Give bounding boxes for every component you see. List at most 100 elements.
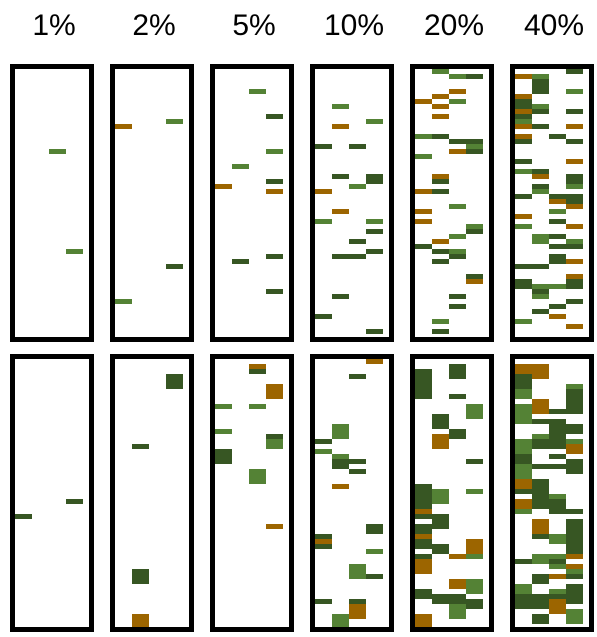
vegetation-patch — [449, 89, 466, 94]
panel-scattered-1pct — [10, 64, 94, 342]
vegetation-patch — [366, 219, 383, 224]
vegetation-patch — [332, 209, 349, 214]
vegetation-patch — [532, 419, 549, 424]
vegetation-patch — [549, 134, 566, 139]
vegetation-patch — [366, 119, 383, 124]
vegetation-patch — [566, 549, 583, 554]
vegetation-patch — [332, 459, 349, 469]
vegetation-patch — [366, 229, 383, 234]
vegetation-patch — [532, 184, 549, 189]
column-label-40pct: 40% — [523, 9, 585, 42]
panel-frame — [10, 354, 94, 632]
vegetation-patch — [266, 189, 283, 194]
vegetation-patch — [132, 444, 149, 449]
vegetation-patch — [515, 509, 532, 514]
vegetation-patch — [549, 234, 566, 239]
vegetation-patch — [566, 299, 583, 304]
vegetation-patch — [532, 169, 549, 174]
vegetation-patch — [466, 229, 483, 234]
vegetation-patch — [532, 479, 549, 494]
vegetation-patch — [515, 99, 532, 104]
vegetation-patch — [566, 509, 583, 514]
vegetation-patch — [432, 239, 449, 244]
vegetation-patch — [466, 144, 483, 149]
vegetation-patch — [566, 224, 583, 229]
panel-clustered-20pct — [410, 354, 494, 632]
vegetation-patch — [432, 104, 449, 109]
vegetation-patch — [515, 264, 532, 269]
vegetation-patch — [415, 494, 432, 499]
vegetation-patch — [549, 199, 566, 204]
vegetation-patch — [532, 399, 549, 414]
vegetation-patch — [166, 374, 183, 389]
vegetation-patch — [532, 294, 549, 299]
vegetation-patch — [566, 384, 583, 389]
vegetation-patch — [515, 319, 532, 324]
vegetation-patch — [415, 209, 432, 214]
vegetation-patch — [466, 139, 483, 144]
vegetation-patch — [532, 289, 549, 294]
column-label-1pct: 1% — [32, 9, 76, 42]
vegetation-patch — [15, 514, 32, 519]
vegetation-patch — [549, 314, 566, 319]
vegetation-patch — [449, 139, 466, 144]
vegetation-patch — [515, 499, 532, 504]
vegetation-patch — [549, 409, 566, 414]
panel-frame — [310, 64, 394, 342]
vegetation-patch — [249, 89, 266, 94]
panel-scattered-2pct — [110, 64, 194, 342]
vegetation-patch — [349, 254, 366, 259]
vegetation-patch — [515, 139, 532, 144]
vegetation-patch — [449, 234, 466, 239]
vegetation-patch — [415, 514, 432, 519]
vegetation-patch — [432, 594, 449, 604]
vegetation-patch — [332, 614, 349, 629]
vegetation-patch — [315, 189, 332, 194]
vegetation-patch — [415, 529, 432, 534]
vegetation-patch — [566, 89, 583, 94]
vegetation-patch — [549, 244, 566, 249]
vegetation-patch — [366, 174, 383, 179]
vegetation-patch — [366, 329, 383, 334]
vegetation-patch — [449, 294, 466, 299]
vegetation-patch — [566, 389, 583, 404]
panel-scattered-40pct — [510, 64, 594, 342]
panel-frame — [210, 64, 294, 342]
vegetation-patch — [466, 579, 483, 594]
vegetation-patch — [532, 519, 549, 534]
vegetation-patch — [249, 364, 266, 369]
vegetation-patch — [515, 404, 532, 414]
vegetation-patch — [549, 219, 566, 224]
vegetation-patch — [515, 439, 532, 454]
vegetation-patch — [566, 179, 583, 184]
vegetation-patch — [532, 264, 549, 269]
vegetation-patch — [549, 499, 566, 514]
vegetation-patch — [515, 124, 532, 129]
vegetation-patch — [432, 489, 449, 504]
vegetation-patch — [415, 219, 432, 224]
vegetation-patch — [349, 184, 366, 189]
vegetation-patch — [515, 559, 532, 564]
vegetation-patch — [532, 284, 549, 289]
column-label-2pct: 2% — [132, 9, 176, 42]
vegetation-patch — [566, 239, 583, 244]
panel-frame — [210, 354, 294, 632]
vegetation-patch — [349, 459, 366, 464]
panel-frame — [110, 64, 194, 342]
vegetation-patch — [466, 599, 483, 604]
vegetation-patch — [315, 144, 332, 149]
vegetation-patch — [432, 179, 449, 184]
vegetation-patch — [315, 314, 332, 319]
vegetation-patch — [515, 604, 532, 609]
vegetation-patch — [549, 259, 566, 264]
vegetation-patch — [349, 469, 366, 474]
panel-scattered-5pct — [210, 64, 294, 342]
vegetation-patch — [432, 94, 449, 99]
vegetation-patch — [366, 574, 383, 579]
vegetation-patch — [115, 299, 132, 304]
vegetation-patch — [415, 614, 432, 629]
vegetation-patch — [315, 219, 332, 224]
vegetation-patch — [566, 539, 583, 549]
vegetation-patch — [466, 274, 483, 279]
vegetation-patch — [415, 524, 432, 529]
